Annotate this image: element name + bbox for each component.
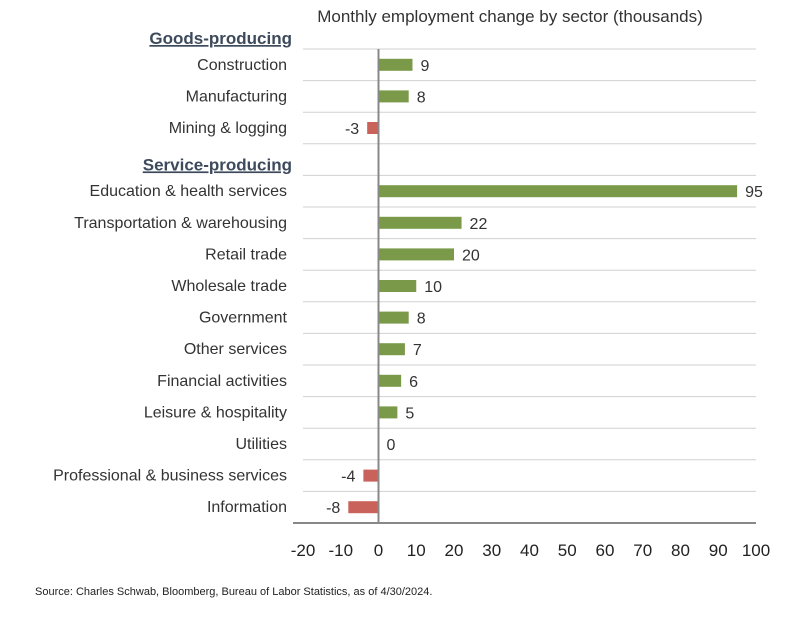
x-tick-label: 50 [558, 541, 577, 560]
group-header: Service-producing [143, 155, 292, 174]
x-tick-label: 30 [482, 541, 501, 560]
data-label: -4 [341, 469, 355, 486]
category-label: Government [199, 310, 288, 327]
category-label: Mining & logging [169, 120, 287, 137]
bar [363, 469, 379, 482]
bar [378, 343, 405, 356]
data-label: 8 [417, 311, 426, 328]
data-label: 10 [424, 279, 442, 296]
x-tick-label: 0 [374, 541, 383, 560]
data-label: 7 [413, 342, 422, 359]
data-label: 6 [409, 374, 418, 391]
x-tick-label: 10 [407, 541, 426, 560]
category-label: Manufacturing [186, 88, 287, 105]
x-tick-label: -10 [328, 541, 353, 560]
data-label: 8 [417, 89, 426, 106]
x-tick-label: 20 [445, 541, 464, 560]
category-label: Education & health services [90, 183, 287, 200]
category-label: Utilities [235, 436, 287, 453]
bar [348, 501, 379, 514]
category-label: Retail trade [205, 246, 287, 263]
bar [378, 374, 402, 387]
x-tick-label: -20 [291, 541, 316, 560]
bar [378, 311, 409, 324]
bar [378, 280, 417, 292]
category-label: Construction [197, 57, 287, 74]
data-label: 0 [387, 437, 396, 454]
bar [378, 185, 738, 198]
data-label: -3 [345, 121, 359, 138]
data-label: 95 [745, 184, 763, 201]
category-label: Information [207, 499, 287, 516]
bar [378, 406, 398, 419]
data-label: -8 [326, 500, 340, 517]
bar [378, 216, 462, 229]
bar [367, 122, 379, 134]
x-tick-label: 60 [596, 541, 615, 560]
x-tick-label: 80 [671, 541, 690, 560]
x-tick-label: 90 [709, 541, 728, 560]
category-label: Leisure & hospitality [144, 404, 287, 421]
data-label: 9 [420, 58, 429, 75]
bar [378, 58, 413, 71]
x-tick-label: 70 [633, 541, 652, 560]
category-label: Other services [184, 341, 287, 358]
category-label: Wholesale trade [171, 278, 287, 295]
data-label: 22 [470, 216, 488, 233]
bar [378, 248, 454, 261]
bar [378, 90, 409, 103]
category-label: Financial activities [157, 373, 287, 390]
category-label: Professional & business services [53, 468, 287, 485]
source-note: Source: Charles Schwab, Bloomberg, Burea… [35, 586, 433, 598]
x-tick-label: 100 [742, 541, 770, 560]
bar-chart: Monthly employment change by sector (tho… [53, 7, 770, 560]
x-tick-label: 40 [520, 541, 539, 560]
category-label: Transportation & warehousing [74, 215, 287, 232]
group-header: Goods-producing [149, 29, 292, 48]
chart-title: Monthly employment change by sector (tho… [317, 7, 703, 26]
data-label: 20 [462, 247, 480, 264]
data-label: 5 [405, 405, 414, 422]
